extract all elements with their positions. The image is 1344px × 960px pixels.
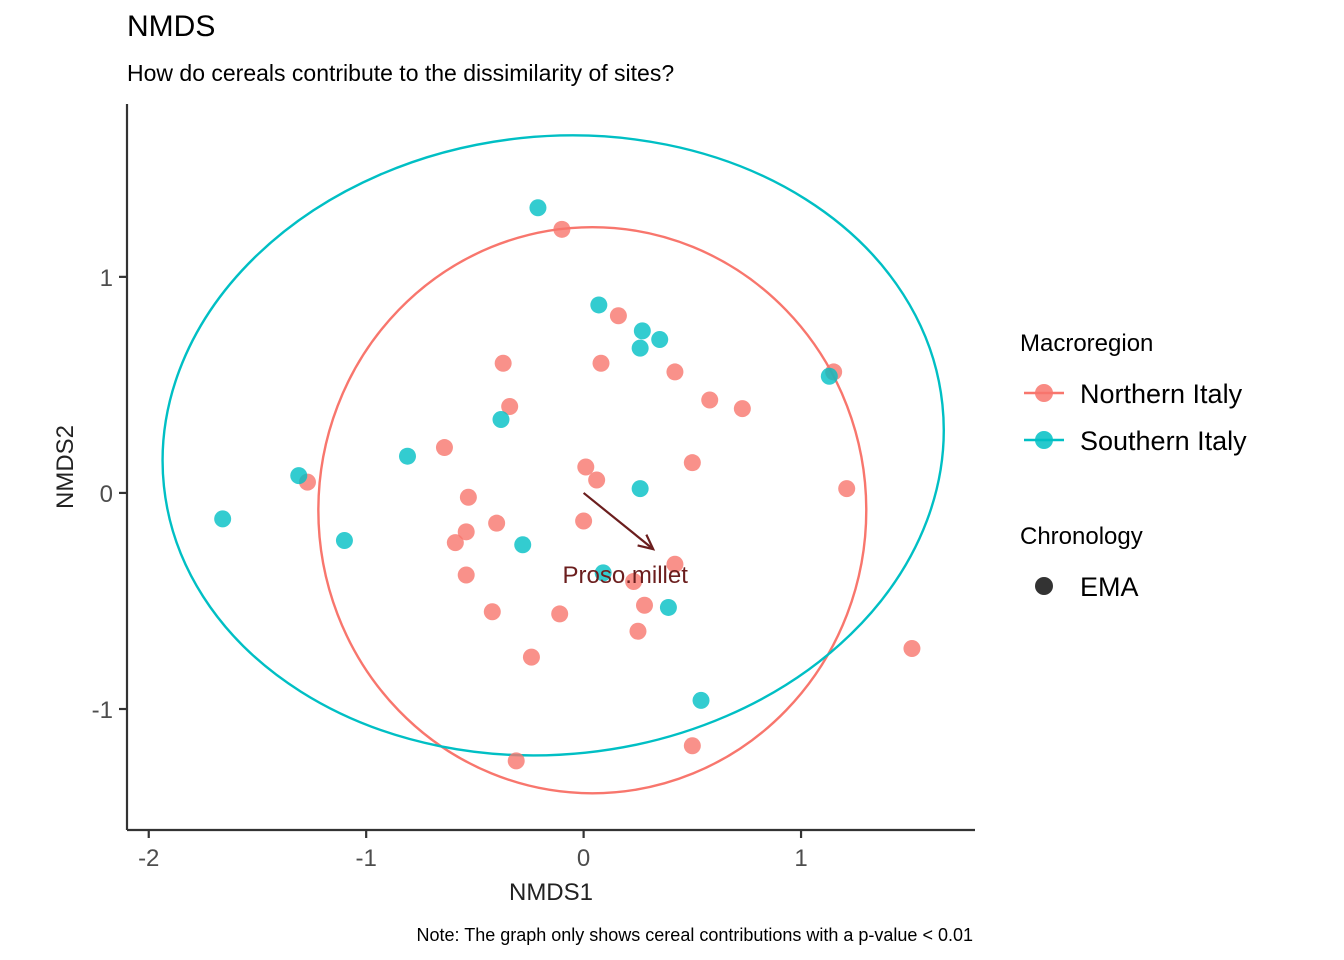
legend-label-southern: Southern Italy bbox=[1080, 426, 1247, 456]
chart-subtitle: How do cereals contribute to the dissimi… bbox=[127, 60, 675, 86]
point-southern-italy-2 bbox=[633, 322, 651, 340]
point-southern-italy-13 bbox=[594, 564, 612, 582]
point-southern-italy-9 bbox=[631, 480, 649, 498]
confidence-ellipses bbox=[161, 134, 945, 795]
ellipse-southern-italy bbox=[161, 134, 945, 757]
point-southern-italy-6 bbox=[492, 410, 510, 428]
legend-item-southern-italy: Southern Italy bbox=[1024, 426, 1247, 456]
point-northern-italy-0 bbox=[553, 220, 571, 238]
y-tick-label-0: -1 bbox=[92, 697, 113, 724]
legend-item-northern-italy: Northern Italy bbox=[1024, 379, 1243, 409]
point-northern-italy-12 bbox=[683, 454, 701, 472]
point-northern-italy-9 bbox=[435, 439, 453, 457]
legend-key-southern bbox=[1035, 431, 1053, 449]
arrow-head-0 bbox=[637, 534, 656, 551]
legend-label-ema: EMA bbox=[1080, 572, 1139, 602]
point-northern-italy-11 bbox=[588, 471, 606, 489]
point-northern-italy-24 bbox=[483, 603, 501, 621]
point-northern-italy-30 bbox=[507, 752, 525, 770]
legend-title-macroregion: Macroregion bbox=[1020, 330, 1153, 357]
vector-arrows: Proso.millet bbox=[563, 492, 689, 589]
point-southern-italy-15 bbox=[692, 691, 710, 709]
point-northern-italy-22 bbox=[457, 566, 475, 584]
point-southern-italy-5 bbox=[820, 367, 838, 385]
point-northern-italy-20 bbox=[666, 555, 684, 573]
point-southern-italy-14 bbox=[659, 598, 677, 616]
point-northern-italy-8 bbox=[501, 398, 519, 415]
point-northern-italy-5 bbox=[701, 391, 719, 409]
y-axis-title: NMDS2 bbox=[52, 425, 79, 509]
x-tick-label-1: -1 bbox=[356, 845, 377, 872]
point-northern-italy-15 bbox=[459, 488, 477, 506]
legend-title-chronology: Chronology bbox=[1020, 523, 1143, 550]
point-northern-italy-28 bbox=[903, 640, 921, 657]
point-northern-italy-18 bbox=[457, 523, 475, 541]
point-northern-italy-26 bbox=[629, 622, 647, 640]
point-northern-italy-23 bbox=[635, 596, 653, 614]
legend-key-northern bbox=[1035, 384, 1053, 402]
data-points bbox=[214, 199, 921, 770]
x-tick-label-2: 0 bbox=[577, 845, 590, 872]
legend-key-ema bbox=[1035, 577, 1053, 595]
point-southern-italy-12 bbox=[514, 536, 532, 554]
y-tick-label-2: 1 bbox=[100, 265, 113, 292]
point-southern-italy-7 bbox=[398, 447, 416, 465]
legend: Macroregion Northern Italy Southern Ital… bbox=[1020, 330, 1247, 602]
point-northern-italy-16 bbox=[575, 512, 593, 530]
legend-item-ema: EMA bbox=[1035, 572, 1139, 602]
ellipse-northern-italy bbox=[317, 225, 868, 795]
point-northern-italy-27 bbox=[522, 648, 540, 666]
point-northern-italy-13 bbox=[838, 480, 856, 498]
arrow-label-0: Proso.millet bbox=[563, 562, 689, 589]
x-tick-label-0: -2 bbox=[138, 845, 159, 872]
point-northern-italy-25 bbox=[551, 605, 569, 623]
point-southern-italy-3 bbox=[651, 331, 669, 349]
point-southern-italy-10 bbox=[214, 510, 232, 528]
x-axis-title: NMDS1 bbox=[509, 879, 593, 906]
point-southern-italy-4 bbox=[631, 339, 649, 357]
point-northern-italy-2 bbox=[494, 354, 512, 372]
point-northern-italy-4 bbox=[666, 363, 684, 381]
point-southern-italy-0 bbox=[529, 199, 547, 217]
y-tick-label-1: 0 bbox=[100, 481, 113, 508]
point-northern-italy-10 bbox=[577, 458, 595, 476]
point-northern-italy-29 bbox=[683, 737, 701, 755]
point-northern-italy-6 bbox=[733, 400, 751, 418]
chart-title: NMDS bbox=[127, 10, 216, 43]
point-northern-italy-19 bbox=[446, 534, 464, 552]
axes: -2 -1 0 1 -1 0 1 bbox=[92, 104, 975, 872]
arrow-shaft-0 bbox=[582, 492, 654, 550]
point-northern-italy-3 bbox=[592, 354, 610, 372]
point-northern-italy-17 bbox=[488, 514, 506, 532]
point-southern-italy-1 bbox=[590, 296, 608, 314]
point-northern-italy-1 bbox=[609, 307, 627, 325]
point-northern-italy-21 bbox=[625, 573, 643, 591]
chart-caption: Note: The graph only shows cereal contri… bbox=[417, 925, 974, 945]
x-tick-label-3: 1 bbox=[794, 845, 807, 872]
point-southern-italy-8 bbox=[290, 467, 308, 485]
point-southern-italy-11 bbox=[335, 531, 353, 549]
legend-label-northern: Northern Italy bbox=[1080, 379, 1243, 409]
